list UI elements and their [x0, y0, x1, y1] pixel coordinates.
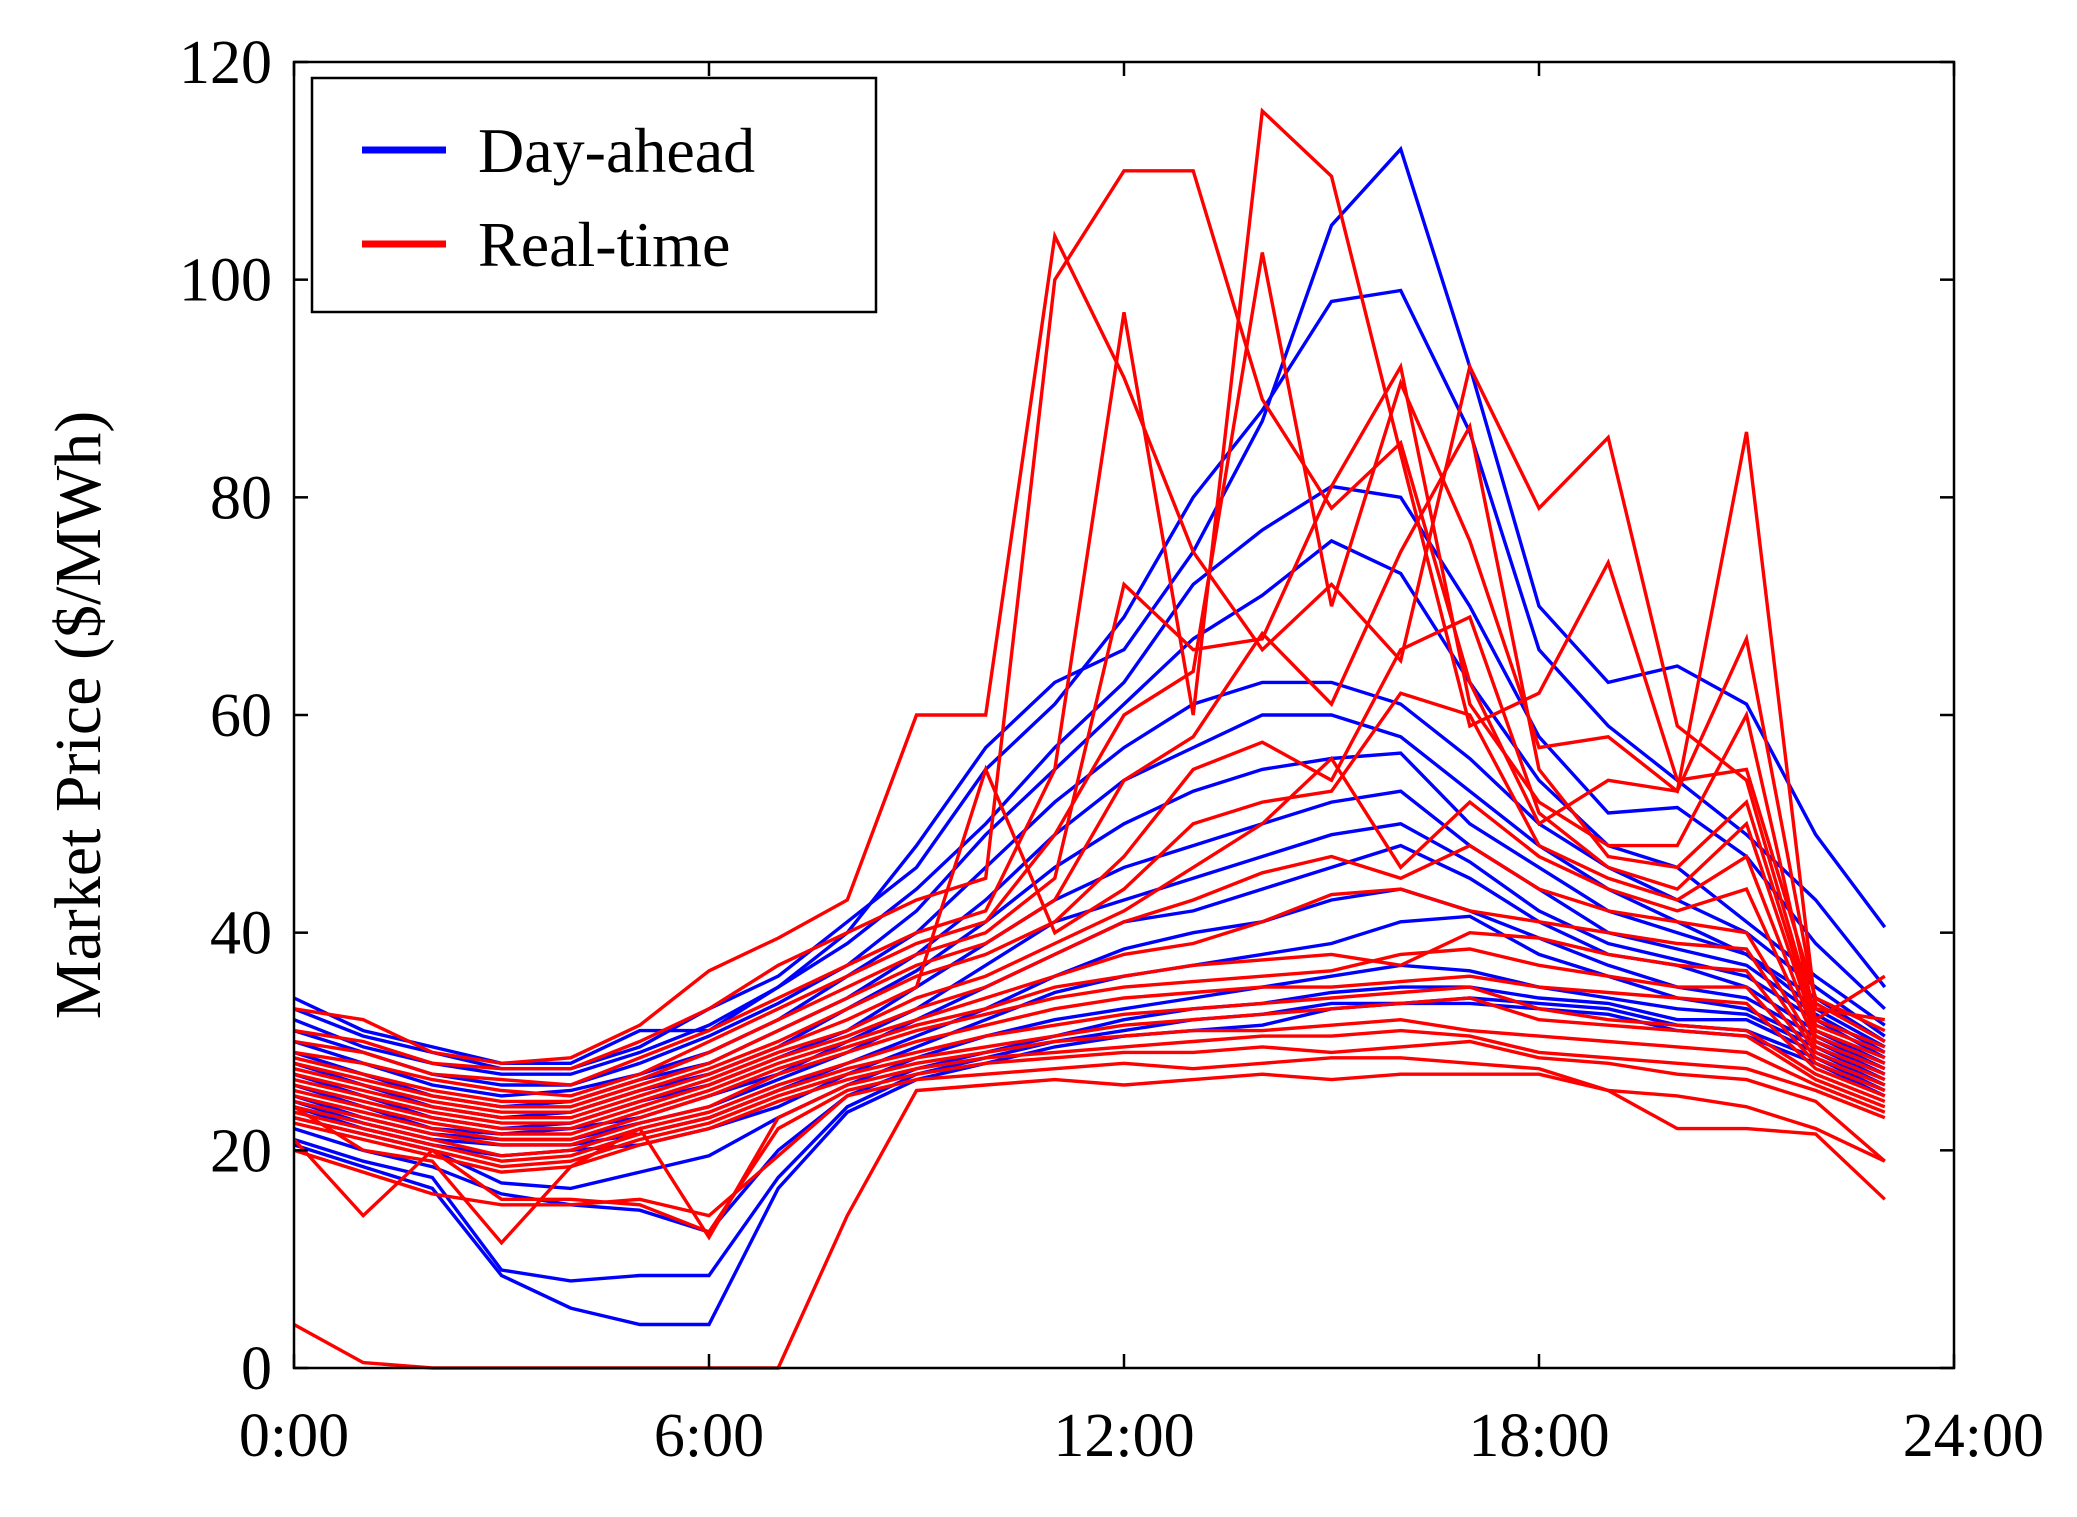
real-time-line-11: [293, 887, 1886, 1136]
real-time-line-9: [293, 755, 1886, 1125]
legend-label-day-ahead: Day-ahead: [478, 115, 755, 186]
x-tick-label-2: 12:00: [1053, 1402, 1194, 1470]
x-tick-label-4: 24:00: [1903, 1402, 2044, 1470]
real-time-line-18: [293, 1028, 1886, 1246]
real-time-line-1: [293, 230, 1886, 1066]
day-ahead-line-3: [293, 484, 1886, 1076]
day-ahead-line-13: [293, 963, 1886, 1191]
real-time-line-20: [293, 1056, 1886, 1218]
real-time-line-7: [293, 614, 1886, 1114]
x-axis: 0:00 6:00 12:00 18:00 24:00: [239, 62, 2044, 1470]
day-ahead-line-16: [293, 1001, 1886, 1327]
y-tick-label-20: 20: [210, 1117, 272, 1185]
real-time-line-3: [293, 107, 1886, 1087]
day-ahead-line-14: [293, 985, 1886, 1234]
x-tick-label-1: 6:00: [654, 1402, 764, 1470]
legend: Day-ahead Real-time: [310, 76, 878, 314]
y-tick-label-80: 80: [210, 464, 272, 532]
day-ahead-line-15: [293, 996, 1886, 1283]
real-time-line-13: [293, 947, 1886, 1147]
real-time-line-17: [293, 1017, 1886, 1174]
real-time-line-4: [293, 252, 1886, 1098]
y-axis: 0 20 40 60 80 100 120: [179, 29, 1954, 1403]
real-time-line-19: [292, 1039, 1886, 1235]
x-tick-label-0: 0:00: [239, 1402, 349, 1470]
real-time-series: [292, 107, 1886, 1370]
y-tick-label-40: 40: [210, 900, 272, 968]
day-ahead-line-1: [293, 145, 1887, 1066]
legend-label-real-time: Real-time: [478, 209, 730, 280]
real-time-line-2: [293, 169, 1886, 1071]
real-time-line-5: [293, 361, 1886, 1104]
y-tick-label-100: 100: [179, 247, 272, 315]
x-tick-label-3: 18:00: [1468, 1402, 1609, 1470]
y-axis-title: Market Price ($/MWh): [42, 411, 115, 1019]
y-tick-label-0: 0: [241, 1335, 272, 1403]
real-time-line-16: [293, 996, 1886, 1169]
real-time-line-6: [293, 421, 1886, 1109]
real-time-line-12: [293, 930, 1886, 1142]
y-tick-label-120: 120: [179, 29, 272, 97]
real-time-line-8: [293, 691, 1886, 1120]
legend-box: [310, 76, 878, 314]
y-tick-label-60: 60: [210, 682, 272, 750]
real-time-line-14: [293, 974, 1886, 1158]
real-time-line-15: [293, 985, 1886, 1163]
real-time-line-10: [293, 843, 1886, 1131]
